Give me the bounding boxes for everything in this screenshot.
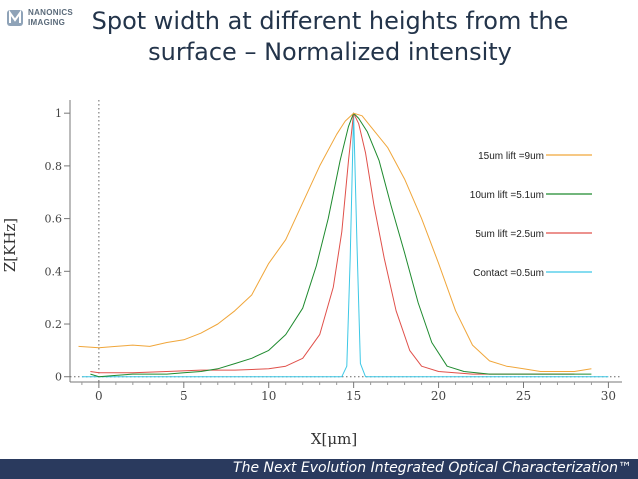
legend-label: 5um lift =2.5um (475, 229, 544, 240)
slide-title-line-2: surface – Normalized intensity (148, 38, 512, 66)
legend-label: 10um lift =5.1um (470, 190, 544, 201)
footer-bar: The Next Evolution Integrated Optical Ch… (0, 459, 638, 479)
legend-label: 15um lift =9um (478, 151, 544, 162)
series-line (78, 112, 592, 372)
x-tick-label: 15 (346, 389, 361, 403)
y-tick-label: 0 (55, 371, 62, 384)
x-tick-label: 30 (601, 389, 616, 403)
y-axis-label: Z[KHz] (1, 218, 19, 272)
series-line (90, 112, 592, 378)
logo-mark-icon (7, 9, 23, 26)
logo-line-2: IMAGING (28, 18, 66, 27)
slide-title-line-1: Spot width at different heights from the (91, 7, 569, 35)
y-tick-label: 0.8 (45, 160, 63, 173)
y-tick-label: 0.4 (45, 265, 63, 278)
y-tick-label: 0.2 (45, 318, 63, 331)
footer-tagline: The Next Evolution Integrated Optical Ch… (233, 460, 632, 476)
y-tick-label: 1 (55, 107, 62, 120)
logo: NANONICS IMAGING (6, 6, 78, 32)
x-axis-label: X[μm] (311, 430, 357, 448)
y-tick-label: 0.6 (45, 213, 63, 226)
x-tick-label: 5 (180, 389, 188, 403)
x-tick-label: 0 (95, 389, 103, 403)
logo-text: NANONICS IMAGING (28, 8, 73, 28)
series-line (90, 112, 575, 375)
x-tick-label: 10 (261, 389, 276, 403)
x-tick-label: 20 (431, 389, 446, 403)
slide-title: Spot width at different heights from the… (70, 6, 590, 68)
x-tick-label: 25 (516, 389, 531, 403)
legend-label: Contact =0.5um (473, 268, 544, 279)
logo-line-1: NANONICS (28, 8, 74, 17)
